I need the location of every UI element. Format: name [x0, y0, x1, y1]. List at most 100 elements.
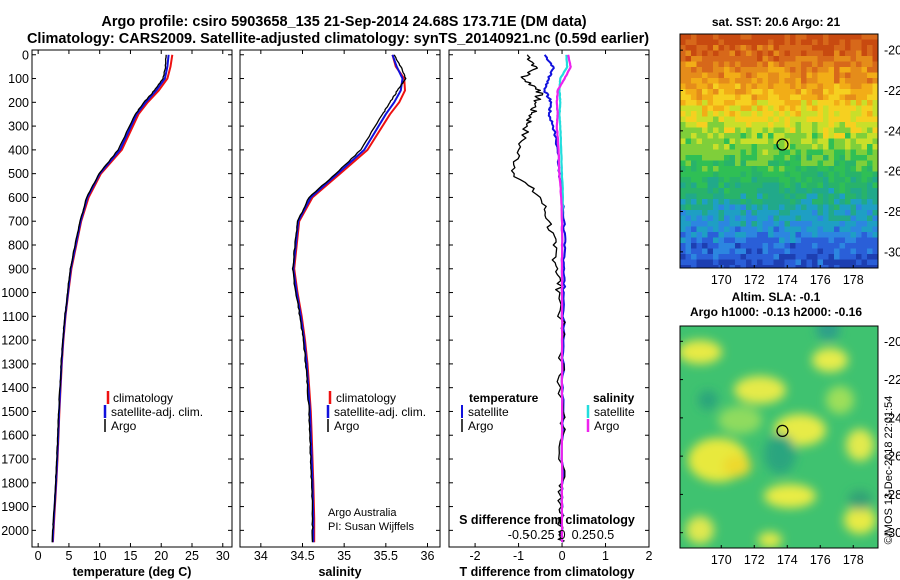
- sst-cell: [768, 204, 774, 211]
- sst-cell: [801, 232, 807, 238]
- sla-anomaly-blob: [826, 386, 854, 414]
- sst-cell: [724, 67, 730, 73]
- sst-cell: [861, 127, 868, 134]
- sst-cell: [691, 155, 697, 161]
- sst-cell: [856, 34, 862, 40]
- sst-cell: [740, 193, 747, 200]
- sst-cell: [751, 83, 758, 90]
- sst-cell: [707, 215, 714, 222]
- sst-cell: [795, 149, 802, 156]
- sst-cell: [707, 226, 714, 233]
- sst-cell: [685, 243, 692, 249]
- sst-cell: [773, 83, 780, 90]
- sst-cell: [834, 116, 840, 123]
- sst-cell: [718, 221, 725, 227]
- sst-cell: [817, 105, 824, 112]
- sst-cell: [707, 188, 714, 194]
- sst-cell: [861, 45, 868, 51]
- sst-cell: [790, 160, 796, 167]
- sst-cell: [806, 83, 813, 90]
- sst-cell: [691, 144, 697, 150]
- sst-cell: [828, 149, 835, 156]
- figure-title-line1: Argo profile: csiro 5903658_135 21-Sep-2…: [101, 14, 586, 30]
- sla-map-title2: Argo h1000: -0.13 h2000: -0.16: [690, 305, 862, 319]
- map-y-tick-label: -30: [884, 526, 900, 540]
- sst-cell: [724, 210, 730, 216]
- x-tick-label: 20: [154, 549, 168, 563]
- sst-cell: [784, 133, 791, 139]
- sst-cell: [817, 133, 824, 139]
- sst-cell: [773, 94, 780, 101]
- sst-cell: [795, 72, 802, 79]
- sst-cell: [795, 243, 802, 249]
- sst-cell: [746, 226, 752, 233]
- sst-cell: [812, 89, 818, 95]
- sst-cell: [817, 144, 824, 150]
- sst-cell: [724, 100, 730, 106]
- sst-cell: [845, 56, 851, 62]
- sst-cell: [751, 149, 758, 156]
- sst-cell: [823, 111, 829, 117]
- sst-cell: [861, 204, 868, 211]
- sst-cell: [713, 78, 719, 84]
- sst-cell: [718, 166, 725, 172]
- sst-cell: [729, 177, 736, 183]
- sst-cell: [823, 50, 829, 57]
- sst-cell: [784, 61, 791, 68]
- sst-cell: [795, 188, 802, 194]
- sst-cell: [834, 226, 840, 233]
- sst-cell: [806, 89, 813, 95]
- sst-cell: [702, 226, 708, 233]
- sst-cell: [861, 133, 868, 139]
- sst-cell: [757, 94, 763, 101]
- sst-cell: [735, 210, 741, 216]
- legend-label-s-argo: Argo: [594, 419, 620, 433]
- sst-cell: [691, 254, 697, 260]
- sst-cell: [746, 67, 752, 73]
- sst-cell: [707, 232, 714, 238]
- sst-cell: [790, 166, 796, 172]
- sst-cell: [850, 34, 857, 40]
- sst-cell: [839, 259, 846, 266]
- sst-cell: [834, 133, 840, 139]
- sst-cell: [696, 61, 703, 68]
- sst-cell: [718, 160, 725, 167]
- sst-cell: [735, 226, 741, 233]
- sst-cell: [806, 144, 813, 150]
- sst-cell: [779, 155, 785, 161]
- sst-cell: [823, 232, 829, 238]
- sst-cell: [729, 50, 736, 57]
- sst-cell: [773, 149, 780, 156]
- sst-cell: [746, 83, 752, 90]
- sst-cell: [724, 160, 730, 167]
- sst-cell: [724, 56, 730, 62]
- sst-cell: [757, 116, 763, 123]
- sst-cell: [729, 171, 736, 178]
- sst-cell: [729, 56, 736, 62]
- sst-cell: [680, 45, 686, 51]
- sst-cell: [812, 94, 818, 101]
- sst-cell: [718, 193, 725, 200]
- sst-cell: [680, 50, 686, 57]
- sst-cell: [828, 199, 835, 205]
- sst-cell: [806, 188, 813, 194]
- sst-cell: [757, 232, 763, 238]
- map-y-tick-label: -30: [884, 245, 900, 259]
- sst-cell: [867, 39, 873, 46]
- sst-cell: [773, 45, 780, 51]
- sst-cell: [872, 133, 878, 139]
- sst-cell: [839, 237, 846, 244]
- sst-cell: [790, 144, 796, 150]
- sst-cell: [845, 210, 851, 216]
- sst-cell: [795, 34, 802, 40]
- sst-cell: [850, 67, 857, 73]
- sst-cell: [740, 265, 747, 268]
- sst-cell: [867, 232, 873, 238]
- sst-cell: [790, 193, 796, 200]
- sst-cell: [768, 89, 774, 95]
- salinity-panel: 34 34.5 35 35.5 36 salinity climatology sate…: [239, 49, 441, 579]
- sst-cell: [696, 155, 703, 161]
- sst-cell: [702, 45, 708, 51]
- sst-cell: [713, 193, 719, 200]
- sst-cell: [757, 199, 763, 205]
